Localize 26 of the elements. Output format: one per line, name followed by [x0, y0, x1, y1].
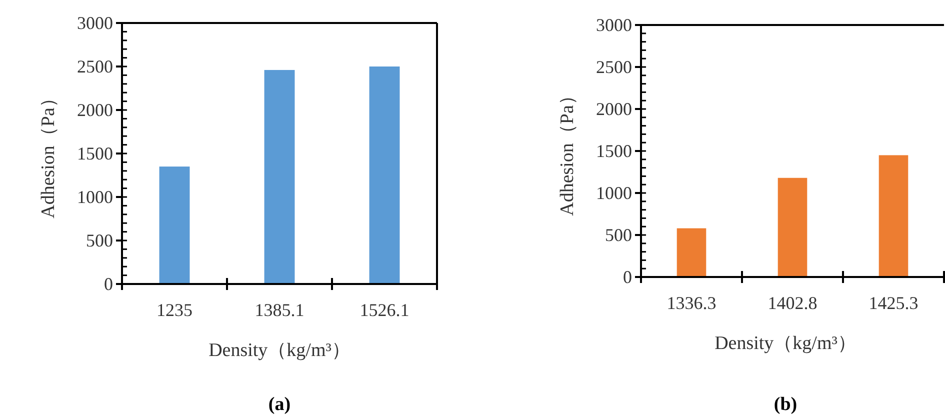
y-tick-label: 500 — [605, 225, 632, 245]
x-tick-label: 1526.1 — [360, 300, 410, 320]
y-axis-title: Adhesion（Pa） — [38, 88, 59, 218]
text: (a) — [268, 394, 291, 415]
y-tick-label: 500 — [86, 230, 113, 250]
x-tick-label: 1425.3 — [868, 293, 918, 313]
y-tick-label: 3000 — [596, 15, 632, 35]
y-tick-label: 3000 — [77, 13, 113, 33]
y-tick-label: 1000 — [596, 183, 632, 203]
y-tick-label: 1500 — [77, 144, 113, 164]
x-tick-label: 1336.3 — [666, 293, 716, 313]
text: (b) — [774, 394, 798, 415]
y-tick-label: 2500 — [596, 57, 632, 77]
x-tick-label: 1385.1 — [254, 300, 304, 320]
y-tick-label: 2000 — [77, 100, 113, 120]
x-axis-title: Density（kg/m³） — [714, 333, 856, 354]
y-tick-label: 1000 — [77, 187, 113, 207]
y-tick-label: 2500 — [77, 56, 113, 76]
y-tick-label: 2000 — [596, 99, 632, 119]
x-tick-label: 1235 — [156, 300, 192, 320]
y-tick-label: 0 — [104, 274, 113, 294]
y-tick-label: 0 — [623, 267, 632, 287]
x-axis-title: Density（kg/m³） — [208, 340, 350, 361]
x-tick-label: 1402.8 — [768, 293, 818, 313]
y-axis-title: Adhesion（Pa） — [557, 86, 578, 216]
y-tick-label: 1500 — [596, 141, 632, 161]
